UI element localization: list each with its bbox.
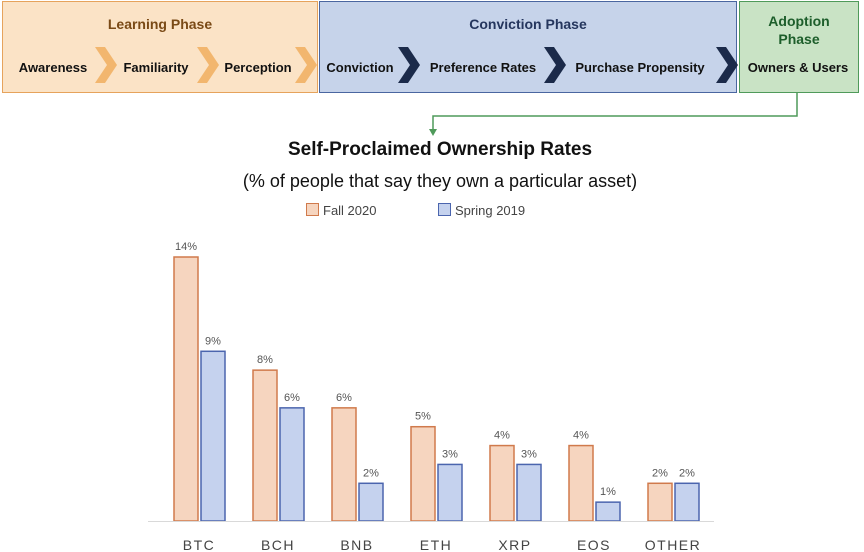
bar-eth-spring-2019 <box>437 463 463 522</box>
bar-other-fall-2020 <box>647 482 673 522</box>
data-label-bch-spring-2019: 6% <box>284 392 300 404</box>
x-tick-label-bnb: BNB <box>340 537 373 552</box>
step-preference-rates: Preference Rates <box>429 60 537 75</box>
bar-bch-spring-2019 <box>279 407 305 522</box>
step-owners-users: Owners & Users <box>747 60 849 75</box>
legend-swatch-spring <box>438 203 451 216</box>
learning-chevron-icon <box>197 47 219 83</box>
bar-other-spring-2019 <box>674 482 700 522</box>
bar-eos-spring-2019 <box>595 501 621 522</box>
data-label-other-spring-2019: 2% <box>679 467 695 479</box>
x-tick-label-other: OTHER <box>645 537 702 552</box>
data-label-bnb-spring-2019: 2% <box>363 467 379 479</box>
data-label-eth-fall-2020: 5% <box>415 411 431 423</box>
adoption-phase-box: Adoption Phase Owners & Users <box>739 1 859 93</box>
conviction-chevron-icon <box>544 47 566 83</box>
data-label-other-fall-2020: 2% <box>652 467 668 479</box>
x-tick-label-btc: BTC <box>183 537 216 552</box>
data-label-xrp-spring-2019: 3% <box>521 448 537 460</box>
adoption-title-line2: Phase <box>778 31 820 47</box>
learning-phase-box: Learning Phase Awareness Familiarity Per… <box>2 1 318 93</box>
legend-label-fall: Fall 2020 <box>323 203 377 218</box>
step-conviction: Conviction <box>326 60 394 75</box>
adoption-phase-title: Adoption Phase <box>740 12 858 48</box>
learning-chevron-icon <box>95 47 117 83</box>
data-label-bch-fall-2020: 8% <box>257 354 273 366</box>
step-purchase-propensity: Purchase Propensity <box>575 60 705 75</box>
legend-swatch-fall <box>306 203 319 216</box>
bar-bnb-spring-2019 <box>358 482 384 522</box>
learning-phase-title: Learning Phase <box>107 16 213 32</box>
connector-arrow <box>429 93 798 136</box>
chart-title: Self-Proclaimed Ownership Rates <box>287 139 593 160</box>
adoption-title-line1: Adoption <box>768 13 830 29</box>
data-label-eos-spring-2019: 1% <box>600 486 616 498</box>
learning-chevron-icon <box>295 47 317 83</box>
step-familiarity: Familiarity <box>123 60 189 75</box>
bar-bnb-fall-2020 <box>331 407 357 522</box>
legend-spring-2019: Spring 2019 <box>438 203 525 218</box>
x-tick-label-eth: ETH <box>420 537 453 552</box>
x-tick-label-xrp: XRP <box>498 537 531 552</box>
conviction-phase-title: Conviction Phase <box>469 16 587 32</box>
conviction-chevron-icon <box>716 47 738 83</box>
conviction-chevron-icon <box>398 47 420 83</box>
data-label-btc-spring-2019: 9% <box>205 335 221 347</box>
data-label-bnb-fall-2020: 6% <box>336 392 352 404</box>
step-awareness: Awareness <box>18 60 88 75</box>
data-label-eth-spring-2019: 3% <box>442 448 458 460</box>
bar-xrp-fall-2020 <box>489 444 515 522</box>
data-label-eos-fall-2020: 4% <box>573 430 589 442</box>
data-label-xrp-fall-2020: 4% <box>494 430 510 442</box>
chart-subtitle: (% of people that say they own a particu… <box>242 171 638 191</box>
x-tick-label-eos: EOS <box>577 537 611 552</box>
bar-btc-fall-2020 <box>173 256 199 522</box>
x-tick-label-bch: BCH <box>261 537 295 552</box>
data-label-btc-fall-2020: 14% <box>175 241 197 253</box>
bar-eth-fall-2020 <box>410 425 436 522</box>
step-perception: Perception <box>224 60 292 75</box>
bar-btc-spring-2019 <box>200 350 226 522</box>
conviction-phase-box: Conviction Phase Conviction Preference R… <box>319 1 738 93</box>
bar-eos-fall-2020 <box>568 444 594 522</box>
bar-xrp-spring-2019 <box>516 463 542 522</box>
legend-label-spring: Spring 2019 <box>455 203 526 218</box>
bar-bch-fall-2020 <box>252 369 278 522</box>
legend-fall-2020: Fall 2020 <box>306 203 376 218</box>
